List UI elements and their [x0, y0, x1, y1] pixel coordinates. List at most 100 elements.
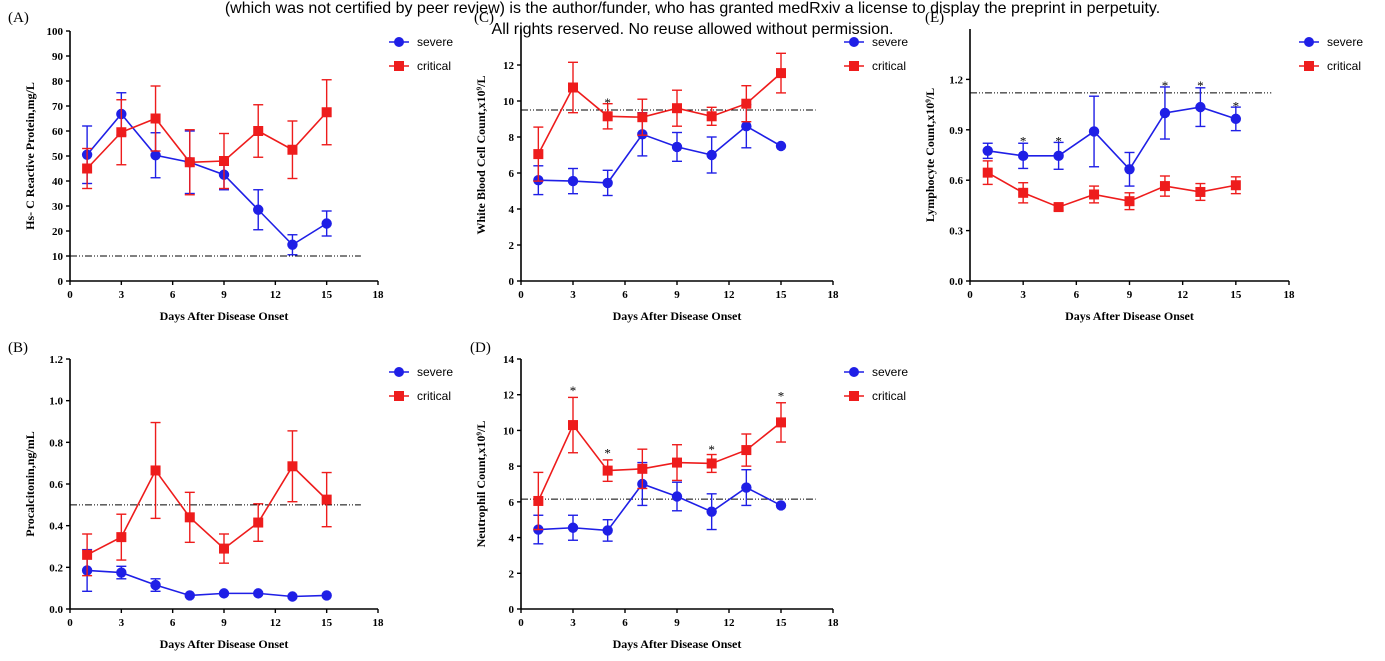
y-tick-label: 0 [58, 276, 64, 288]
data-point [1195, 186, 1206, 197]
data-point [321, 590, 332, 601]
data-point [253, 588, 264, 599]
legend-item-critical: critical [389, 389, 451, 403]
legend-label: severe [872, 35, 908, 49]
y-tick-label: 10 [503, 96, 515, 108]
data-point [706, 149, 717, 161]
panel-label: (A) [8, 10, 29, 26]
series-severe [533, 103, 787, 197]
data-point [321, 494, 332, 505]
significance-star: * [1055, 134, 1062, 149]
x-tick-label: 0 [67, 289, 73, 301]
series-line [537, 72, 782, 155]
x-axis-title: Days After Disease Onset [160, 637, 289, 651]
legend-item-critical: critical [1299, 59, 1361, 73]
data-point [1195, 101, 1206, 113]
data-point [184, 590, 195, 601]
y-axis-title: White Blood Cell Count,x10⁹/L [474, 76, 488, 235]
data-point [1159, 181, 1170, 192]
data-point [1230, 113, 1242, 125]
y-tick-label: 0.6 [49, 479, 63, 491]
legend-item-severe: severe [844, 365, 908, 379]
legend-item-severe: severe [1299, 35, 1363, 49]
series-critical [82, 421, 332, 577]
y-tick-label: 8 [509, 461, 515, 473]
significance-star: * [1233, 98, 1240, 113]
significance-star: * [604, 446, 611, 461]
series-line [538, 125, 782, 184]
data-point [533, 495, 544, 506]
data-point [116, 127, 127, 138]
y-tick-label: 1.2 [49, 354, 63, 366]
y-axis-title: Procalcitonin,ng/mL [23, 431, 37, 536]
data-point [671, 141, 683, 153]
data-point [321, 218, 332, 229]
series-line [86, 112, 328, 246]
data-point [602, 111, 613, 122]
data-point [741, 445, 752, 456]
chart-panel-a: (A) 0 10 20 30 40 50 60 70 80 90 100 0 3 6 9 12 15 18 Days … [8, 10, 453, 323]
y-tick-label: 50 [52, 151, 64, 163]
legend-label: severe [872, 365, 908, 379]
y-tick-label: 2 [509, 568, 515, 580]
data-point [982, 167, 993, 178]
y-tick-label: 1.0 [49, 396, 63, 408]
data-point [150, 579, 161, 591]
series-critical [533, 396, 786, 531]
significance-star: * [778, 389, 785, 404]
data-point [706, 111, 717, 122]
x-axis-title: Days After Disease Onset [1065, 309, 1194, 323]
data-point [568, 82, 578, 93]
data-point [602, 465, 613, 476]
series-line [87, 569, 327, 598]
x-axis-title: Days After Disease Onset [613, 637, 742, 651]
data-point [184, 512, 195, 523]
series-critical [533, 52, 786, 182]
panel-label: (E) [925, 10, 944, 26]
y-tick-label: 1.2 [949, 74, 963, 86]
y-tick-label: 40 [52, 176, 64, 188]
series-line [538, 483, 782, 532]
data-point [219, 543, 229, 554]
x-tick-label: 15 [321, 289, 333, 301]
data-point [1053, 202, 1064, 213]
panel-label: (D) [470, 340, 491, 356]
y-tick-label: 0.4 [49, 521, 63, 533]
legend-item-critical: critical [389, 59, 451, 73]
x-tick-label: 18 [373, 289, 385, 301]
legend-marker [849, 37, 859, 47]
legend-item-severe: severe [389, 365, 453, 379]
y-tick-label: 2 [509, 240, 515, 252]
y-tick-label: 20 [52, 226, 64, 238]
series-critical [82, 79, 332, 196]
data-point [82, 163, 93, 174]
data-point [150, 113, 161, 124]
series-line [987, 171, 1236, 208]
y-axis-title: Lymphocyte Count,x10⁹/L [923, 88, 937, 222]
y-tick-label: 14 [503, 354, 515, 366]
data-point [776, 68, 786, 79]
data-point [672, 103, 682, 114]
y-tick-label: 6 [509, 168, 515, 180]
x-tick-label: 6 [1074, 289, 1080, 301]
data-point [1124, 164, 1135, 175]
data-point [184, 157, 195, 168]
x-tick-label: 6 [170, 617, 176, 629]
x-tick-label: 12 [270, 617, 282, 629]
data-point [602, 525, 613, 536]
y-tick-label: 4 [509, 204, 515, 216]
data-point [741, 121, 752, 132]
chart-panel-e: (E) 0.0 0.3 0.6 0.9 1.2 0 3 6 9 12 15 18 Days After D… [923, 10, 1363, 323]
x-axis-title: Days After Disease Onset [160, 309, 289, 323]
series-severe [982, 86, 1242, 187]
data-point [1053, 150, 1064, 162]
y-tick-label: 90 [52, 51, 64, 63]
series-critical [982, 160, 1241, 213]
legend-marker [394, 61, 404, 71]
data-point [1018, 187, 1029, 198]
data-point [219, 156, 229, 166]
data-point [982, 145, 993, 156]
significance-star: * [708, 442, 715, 457]
data-point [741, 482, 752, 493]
